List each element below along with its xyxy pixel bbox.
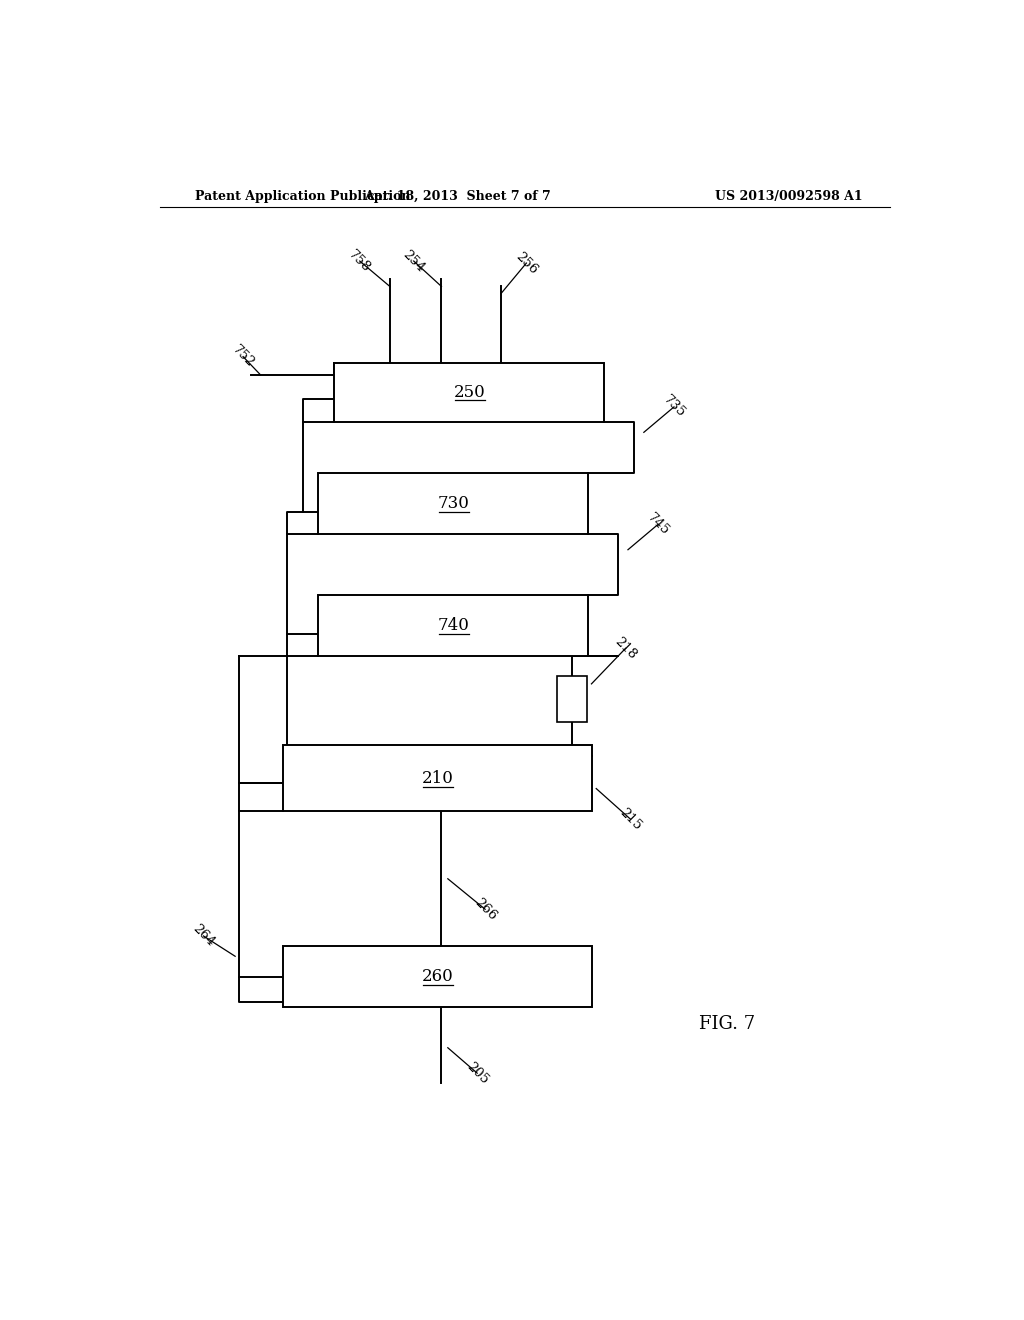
- Bar: [334, 363, 604, 421]
- Bar: [557, 676, 588, 722]
- Text: Patent Application Publication: Patent Application Publication: [196, 190, 411, 202]
- Text: US 2013/0092598 A1: US 2013/0092598 A1: [715, 190, 863, 202]
- Text: 210: 210: [422, 770, 454, 787]
- Text: Apr. 18, 2013  Sheet 7 of 7: Apr. 18, 2013 Sheet 7 of 7: [364, 190, 551, 202]
- Text: 205: 205: [464, 1060, 490, 1086]
- Text: 215: 215: [616, 805, 644, 833]
- Text: 264: 264: [189, 923, 217, 949]
- Text: 250: 250: [454, 384, 485, 401]
- Text: 740: 740: [437, 618, 469, 635]
- Text: 745: 745: [644, 511, 672, 537]
- Text: 266: 266: [472, 896, 499, 923]
- Text: 254: 254: [400, 248, 427, 275]
- Bar: [318, 474, 588, 535]
- Bar: [318, 595, 588, 656]
- Text: FIG. 7: FIG. 7: [699, 1015, 756, 1034]
- Text: 260: 260: [422, 968, 454, 985]
- Text: 758: 758: [346, 248, 374, 275]
- Text: 752: 752: [229, 343, 257, 370]
- Bar: [283, 946, 592, 1007]
- Bar: [283, 746, 592, 812]
- Text: 256: 256: [513, 249, 540, 277]
- Text: 735: 735: [660, 393, 687, 421]
- Text: 730: 730: [437, 495, 469, 512]
- Text: 218: 218: [612, 635, 639, 661]
